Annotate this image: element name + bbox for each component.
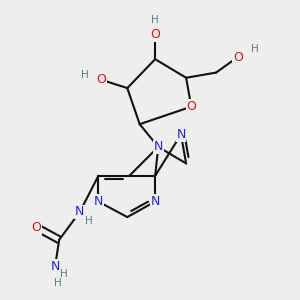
Text: H: H xyxy=(54,278,62,288)
Text: H: H xyxy=(81,70,88,80)
Text: N: N xyxy=(176,128,186,141)
Text: O: O xyxy=(233,51,243,64)
Text: H: H xyxy=(61,269,68,279)
Text: O: O xyxy=(32,221,41,234)
Text: N: N xyxy=(75,206,85,218)
Text: O: O xyxy=(97,73,106,86)
Text: N: N xyxy=(151,195,160,208)
Text: N: N xyxy=(154,140,163,153)
Text: H: H xyxy=(85,216,93,226)
Text: N: N xyxy=(50,260,60,273)
Text: N: N xyxy=(94,195,103,208)
Text: O: O xyxy=(150,28,160,41)
Text: O: O xyxy=(186,100,196,113)
Text: H: H xyxy=(151,16,159,26)
Text: H: H xyxy=(251,44,259,54)
